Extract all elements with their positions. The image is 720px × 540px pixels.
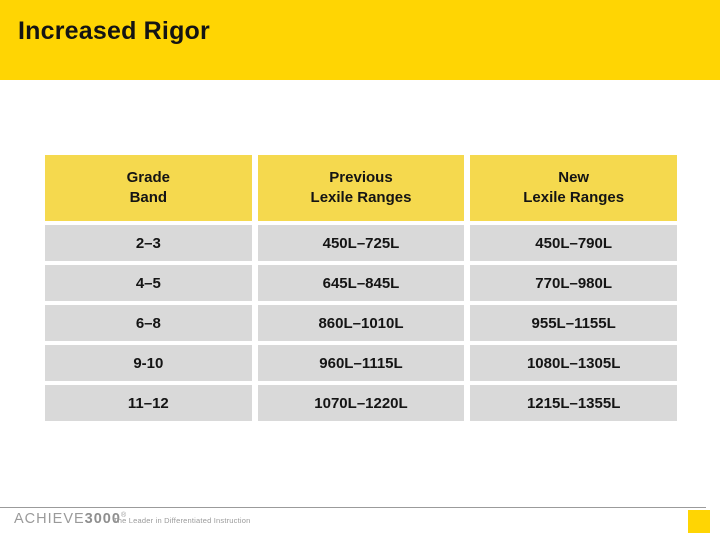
table-cell-previous-range: 1070L–1220L [257,385,465,421]
table-cell-previous-range: 960L–1115L [257,345,465,381]
column-header-new-lexile-ranges: New Lexile Ranges [470,155,677,221]
title-band: Increased Rigor [0,0,720,80]
registered-mark: ® [120,512,127,520]
table-cell-previous-range: 450L–725L [257,225,465,261]
table-cell-new-range: 450L–790L [470,225,677,261]
footer-divider [0,507,706,508]
slide-title: Increased Rigor [18,17,210,45]
lexile-ranges-table: Grade Band Previous Lexile Ranges New Le… [45,155,677,421]
table-cell-previous-range: 645L–845L [257,265,465,301]
brand-tagline: The Leader in Differentiated Instruction [113,516,251,525]
column-header-previous-lexile-ranges: Previous Lexile Ranges [257,155,465,221]
table-cell-new-range: 1215L–1355L [470,385,677,421]
table-cell-previous-range: 860L–1010L [257,305,465,341]
achieve3000-logo: ACHIEVE3000® [14,511,126,527]
table-cell-grade-band: 2–3 [45,225,252,261]
table-cell-grade-band: 11–12 [45,385,252,421]
table-cell-new-range: 1080L–1305L [470,345,677,381]
logo-text-bold: 3000 [84,511,121,527]
table-cell-new-range: 770L–980L [470,265,677,301]
table-cell-grade-band: 6–8 [45,305,252,341]
corner-accent-square [688,510,710,533]
table-cell-grade-band: 4–5 [45,265,252,301]
table-cell-new-range: 955L–1155L [470,305,677,341]
logo-text: ACHIEVE [14,511,85,527]
table-cell-grade-band: 9-10 [45,345,252,381]
column-header-grade-band: Grade Band [45,155,252,221]
